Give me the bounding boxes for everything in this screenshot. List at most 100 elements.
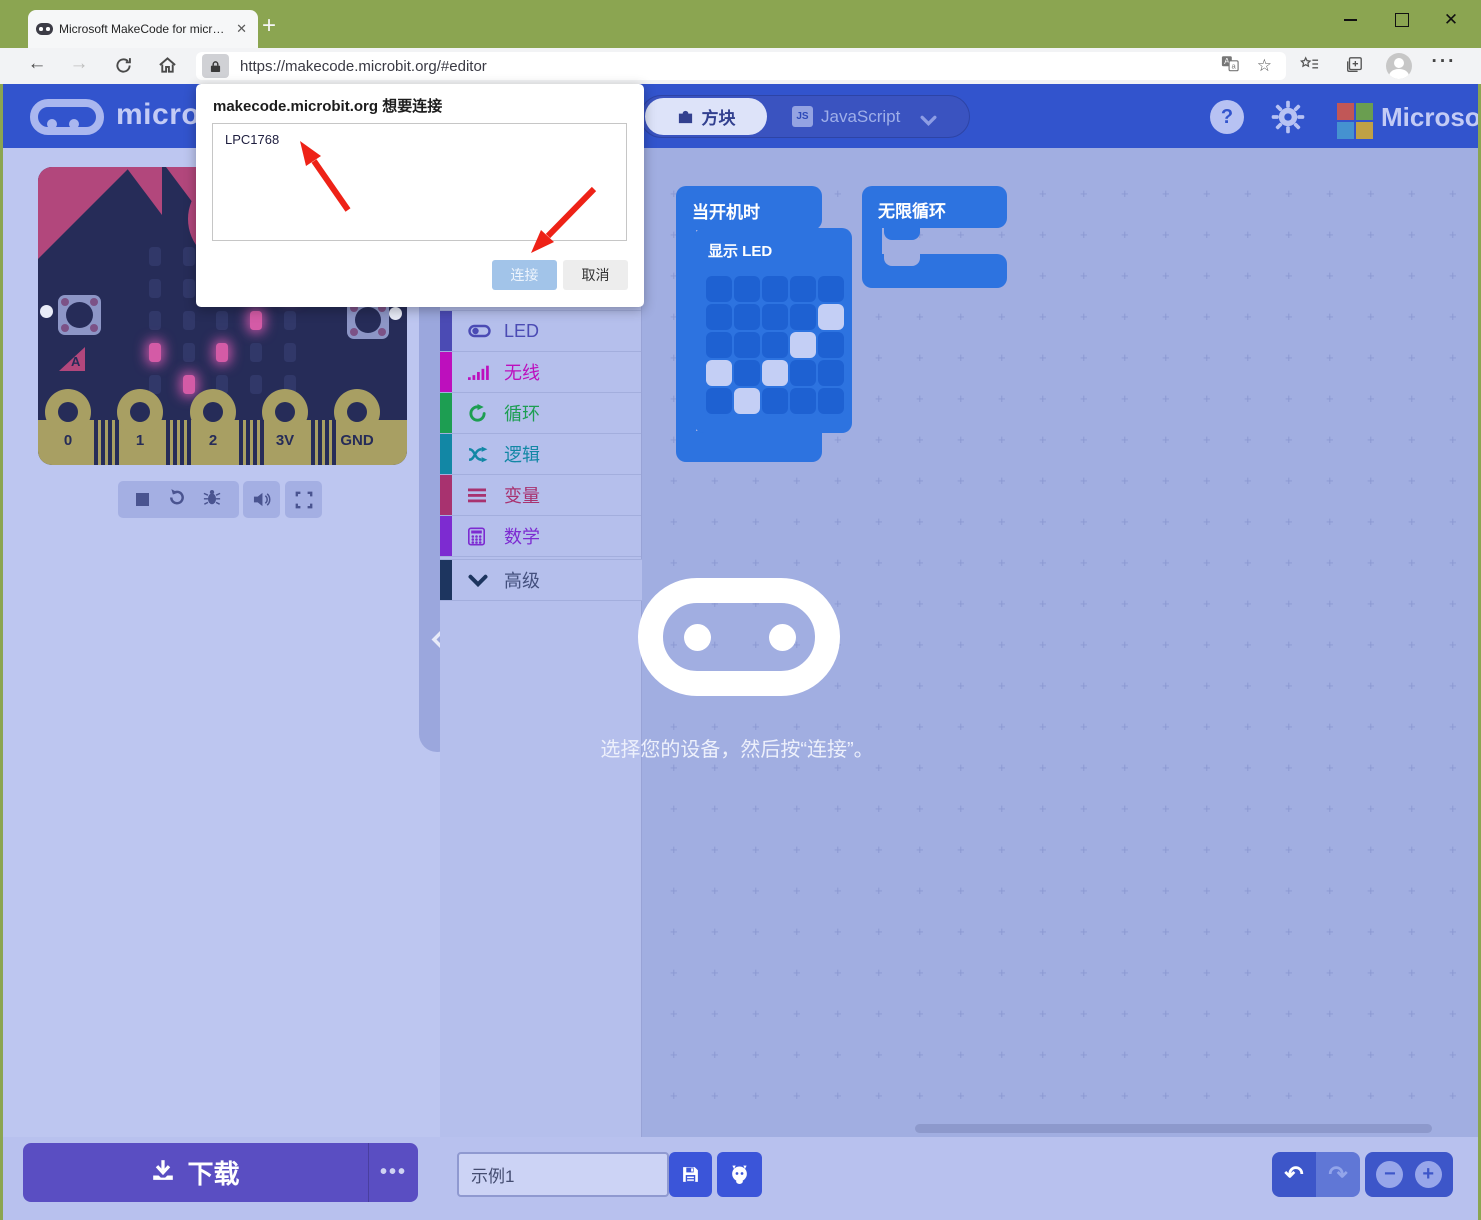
block-forever[interactable]	[862, 186, 1007, 228]
led-checkbox-r4c4[interactable]	[818, 388, 844, 414]
restart-button[interactable]	[167, 488, 186, 512]
pin-ring-GND[interactable]	[334, 389, 380, 435]
lock-icon[interactable]	[202, 54, 229, 78]
favorites-bar-icon[interactable]	[1296, 56, 1322, 78]
workspace-grid-cross: +	[1039, 309, 1047, 324]
cancel-button[interactable]: 取消	[563, 260, 628, 290]
profile-avatar[interactable]	[1386, 53, 1412, 79]
debug-bug-icon[interactable]	[203, 488, 221, 511]
reload-button[interactable]	[110, 57, 136, 80]
toolbox-category-advanced[interactable]: 高级	[440, 559, 642, 601]
led-checkbox-r2c0[interactable]	[706, 332, 732, 358]
led-checkbox-r0c4[interactable]	[818, 276, 844, 302]
back-button[interactable]: ←	[27, 53, 47, 74]
block-on-start[interactable]	[676, 186, 822, 230]
collections-icon[interactable]	[1341, 56, 1367, 80]
workspace-grid-cross: +	[1326, 965, 1334, 980]
settings-gear-icon[interactable]	[1271, 100, 1305, 139]
microsoft-logo-icon[interactable]	[1337, 103, 1373, 139]
pin-ring-3V[interactable]	[262, 389, 308, 435]
maximize-button[interactable]	[1387, 8, 1417, 32]
led-checkbox-r4c3[interactable]	[790, 388, 816, 414]
button-a[interactable]	[58, 295, 101, 335]
workspace-grid-cross: +	[998, 1006, 1006, 1021]
forward-button[interactable]: →	[69, 53, 89, 74]
fullscreen-button[interactable]	[285, 481, 322, 518]
tab-blocks[interactable]: 方块	[645, 98, 767, 135]
zoom-in-button[interactable]: +	[1414, 1161, 1442, 1188]
home-button[interactable]	[154, 56, 180, 80]
mute-button[interactable]	[243, 481, 280, 518]
workspace-grid-cross: +	[834, 760, 842, 775]
led-checkbox-r1c1[interactable]	[734, 304, 760, 330]
workspace-grid-cross: +	[998, 473, 1006, 488]
led-checkbox-r1c4[interactable]	[818, 304, 844, 330]
tab-close-icon[interactable]: ✕	[236, 21, 247, 36]
led-checkbox-r3c4[interactable]	[818, 360, 844, 386]
led-checkbox-r0c3[interactable]	[790, 276, 816, 302]
browser-menu-icon[interactable]: ···	[1431, 51, 1457, 72]
stop-button[interactable]	[135, 493, 149, 506]
led-checkbox-r0c1[interactable]	[734, 276, 760, 302]
github-button[interactable]	[717, 1152, 762, 1197]
workspace-grid-cross: +	[875, 391, 883, 406]
led-checkbox-r2c4[interactable]	[818, 332, 844, 358]
led-checkbox-r2c2[interactable]	[762, 332, 788, 358]
connect-button[interactable]: 连接	[492, 260, 557, 290]
device-list-item[interactable]: LPC1768	[225, 132, 280, 147]
pin-ring-1[interactable]	[117, 389, 163, 435]
chevron-down-icon[interactable]	[920, 113, 937, 131]
led-checkbox-r3c3[interactable]	[790, 360, 816, 386]
led-checkbox-r4c2[interactable]	[762, 388, 788, 414]
zoom-out-button[interactable]: −	[1376, 1161, 1404, 1188]
new-tab-button[interactable]: +	[262, 12, 277, 39]
block-forever-notch	[884, 228, 920, 240]
add-favorite-star-icon[interactable]: ☆	[1256, 56, 1272, 75]
button-b[interactable]	[347, 301, 389, 339]
tab-javascript[interactable]: JavaScript	[821, 107, 901, 126]
minimize-button[interactable]	[1335, 8, 1365, 32]
led-checkbox-r4c1[interactable]	[734, 388, 760, 414]
pin-ring-0[interactable]	[45, 389, 91, 435]
download-more-options[interactable]: •••	[379, 1161, 407, 1183]
workspace-grid-cross: +	[752, 637, 760, 652]
led-checkbox-r0c0[interactable]	[706, 276, 732, 302]
toolbox-category-logic[interactable]: 逻辑	[440, 434, 641, 475]
button-a-label: A	[71, 354, 81, 369]
led-checkbox-r1c2[interactable]	[762, 304, 788, 330]
toolbox-category-led[interactable]: LED	[440, 311, 641, 352]
microbit-logo-icon[interactable]	[30, 99, 104, 135]
pin-ring-2[interactable]	[190, 389, 236, 435]
led-checkbox-r2c1[interactable]	[734, 332, 760, 358]
workspace-grid-cross: +	[1244, 309, 1252, 324]
close-button[interactable]: ✕	[1443, 10, 1459, 29]
project-name-input[interactable]	[457, 1152, 669, 1197]
led-checkbox-r3c2[interactable]	[762, 360, 788, 386]
download-button[interactable]: 下载 •••	[23, 1143, 418, 1202]
help-button[interactable]: ?	[1210, 100, 1244, 134]
block-on-start-spine[interactable]	[676, 226, 696, 434]
workspace-grid-cross: +	[957, 760, 965, 775]
workspace-grid-cross: +	[1121, 1088, 1129, 1103]
led-checkbox-r1c3[interactable]	[790, 304, 816, 330]
toolbox-category-variables[interactable]: 变量	[440, 475, 641, 516]
workspace-grid-cross: +	[1285, 719, 1293, 734]
led-checkbox-r3c1[interactable]	[734, 360, 760, 386]
toolbox-category-radio[interactable]: 无线	[440, 352, 641, 393]
redo-button[interactable]: ↷	[1316, 1152, 1360, 1197]
undo-button[interactable]: ↶	[1272, 1152, 1316, 1197]
block-on-start-footer[interactable]	[676, 431, 822, 462]
block-forever-arm[interactable]	[862, 226, 882, 256]
toolbox-category-math[interactable]: 数学	[440, 516, 641, 557]
save-button[interactable]	[669, 1152, 712, 1197]
toolbox-category-loops[interactable]: 循环	[440, 393, 641, 434]
browser-tab[interactable]: Microsoft MakeCode for micro:b ✕	[28, 10, 258, 48]
led-checkbox-r2c3[interactable]	[790, 332, 816, 358]
led-checkbox-r4c0[interactable]	[706, 388, 732, 414]
led-checkbox-r1c0[interactable]	[706, 304, 732, 330]
horizontal-scrollbar[interactable]	[915, 1124, 1432, 1133]
led-checkbox-r3c0[interactable]	[706, 360, 732, 386]
led-checkbox-r0c2[interactable]	[762, 276, 788, 302]
